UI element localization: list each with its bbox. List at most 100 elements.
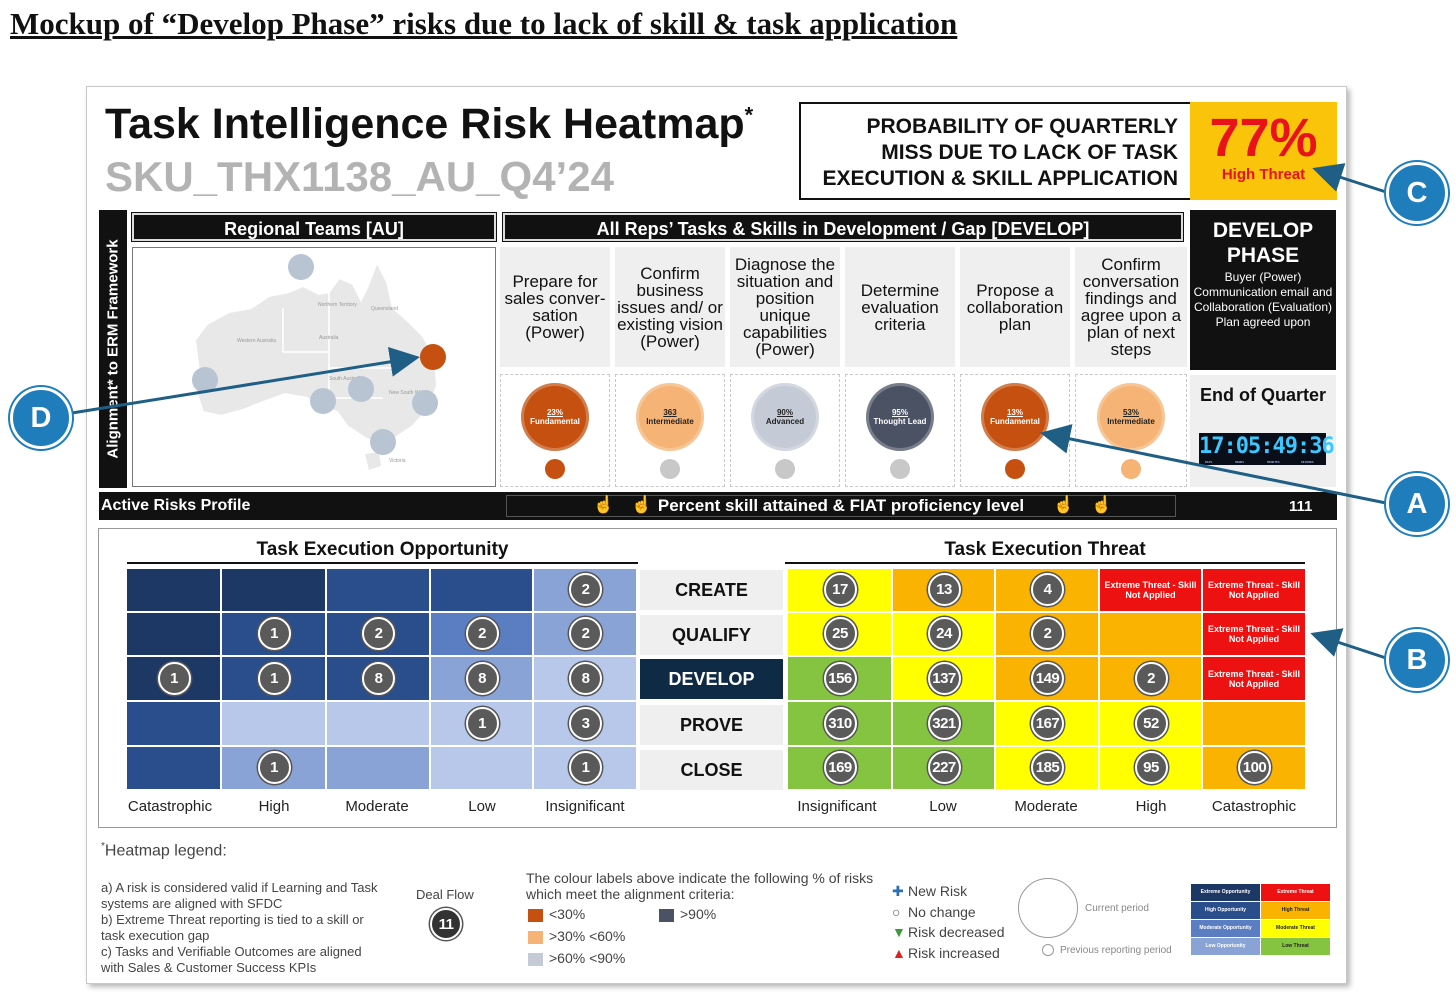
- threat-cell[interactable]: 185: [996, 747, 1098, 789]
- risk-count-bubble[interactable]: 1: [257, 661, 291, 695]
- phase-qualify[interactable]: QUALIFY: [640, 615, 783, 655]
- extreme-threat-cell[interactable]: Extreme Threat - Skill Not Applied: [1203, 569, 1305, 611]
- skill-gauge[interactable]: 90% Advanced: [730, 374, 840, 487]
- risk-count-bubble[interactable]: 137: [927, 661, 961, 695]
- threat-cell[interactable]: 321: [893, 702, 994, 745]
- threat-cell[interactable]: 167: [996, 702, 1098, 745]
- risk-count-bubble[interactable]: 1: [257, 751, 291, 784]
- risk-count-bubble[interactable]: 1: [257, 617, 291, 650]
- risk-count-bubble[interactable]: 2: [569, 573, 602, 606]
- skill-gauge[interactable]: 363 Intermediate: [615, 374, 725, 487]
- threat-cell[interactable]: 227: [893, 747, 994, 789]
- skill-gauge[interactable]: 53% Intermediate: [1075, 374, 1187, 487]
- risk-count-bubble[interactable]: 227: [927, 751, 961, 784]
- opportunity-cell[interactable]: [222, 569, 325, 611]
- phase-create[interactable]: CREATE: [640, 570, 783, 610]
- threat-cell[interactable]: 25: [788, 613, 891, 655]
- opportunity-cell[interactable]: [127, 747, 220, 789]
- risk-count-bubble[interactable]: 8: [465, 661, 499, 695]
- opportunity-cell[interactable]: [127, 702, 220, 745]
- risk-count-bubble[interactable]: 156: [823, 661, 857, 695]
- pointer-hand-icon[interactable]: ☝: [631, 495, 653, 514]
- risk-count-bubble[interactable]: 2: [362, 617, 395, 650]
- australia-map[interactable]: Northern Territory Queensland Australia …: [132, 247, 496, 487]
- threat-cell[interactable]: 100: [1203, 747, 1305, 789]
- extreme-threat-cell[interactable]: Extreme Threat - Skill Not Applied: [1203, 613, 1305, 655]
- opportunity-cell[interactable]: 2: [534, 613, 636, 655]
- risk-count-bubble[interactable]: 2: [569, 617, 602, 650]
- risk-count-bubble[interactable]: 17: [823, 573, 857, 606]
- skill-gauge[interactable]: 23% Fundamental: [500, 374, 610, 487]
- opportunity-cell[interactable]: [327, 702, 429, 745]
- opportunity-cell[interactable]: 1: [222, 657, 325, 700]
- risk-count-bubble[interactable]: 4: [1031, 573, 1064, 606]
- task-column-2[interactable]: Confirm business issues and/ or existing…: [615, 247, 725, 367]
- risk-count-bubble[interactable]: 8: [569, 661, 602, 695]
- opportunity-cell[interactable]: 8: [534, 657, 636, 700]
- risk-count-bubble[interactable]: 169: [823, 751, 857, 784]
- phase-develop[interactable]: DEVELOP: [640, 659, 783, 699]
- task-column-5[interactable]: Propose a collaboration plan: [960, 247, 1070, 367]
- risk-count-bubble[interactable]: 2: [1134, 661, 1168, 695]
- opportunity-cell[interactable]: 1: [127, 657, 220, 700]
- opportunity-cell[interactable]: [127, 569, 220, 611]
- opportunity-cell[interactable]: [222, 702, 325, 745]
- risk-count-bubble[interactable]: 1: [157, 661, 191, 695]
- task-column-6[interactable]: Confirm conversation findings and agree …: [1075, 247, 1187, 367]
- phase-close[interactable]: CLOSE: [640, 750, 783, 790]
- threat-cell[interactable]: 95: [1100, 747, 1201, 789]
- threat-cell[interactable]: [1100, 613, 1201, 655]
- extreme-threat-cell[interactable]: Extreme Threat - Skill Not Applied: [1203, 657, 1305, 700]
- threat-cell[interactable]: 310: [788, 702, 891, 745]
- threat-cell[interactable]: 137: [893, 657, 994, 700]
- threat-cell[interactable]: [1203, 702, 1305, 745]
- pointer-hand-icon[interactable]: ☝: [1053, 495, 1075, 514]
- risk-count-bubble[interactable]: 310: [823, 706, 857, 740]
- opportunity-cell[interactable]: [431, 747, 532, 789]
- opportunity-cell[interactable]: 2: [327, 613, 429, 655]
- risk-count-bubble[interactable]: 1: [569, 751, 602, 784]
- opportunity-cell[interactable]: 8: [431, 657, 532, 700]
- risk-count-bubble[interactable]: 24: [927, 617, 961, 650]
- risk-count-bubble[interactable]: 2: [1031, 617, 1064, 650]
- threat-cell[interactable]: 2: [996, 613, 1098, 655]
- risk-count-bubble[interactable]: 52: [1134, 706, 1168, 740]
- phase-prove[interactable]: PROVE: [640, 705, 783, 745]
- threat-cell[interactable]: 13: [893, 569, 994, 611]
- opportunity-cell[interactable]: 1: [534, 747, 636, 789]
- risk-count-bubble[interactable]: 321: [927, 706, 961, 740]
- extreme-threat-cell[interactable]: Extreme Threat - Skill Not Applied: [1100, 569, 1201, 611]
- threat-cell[interactable]: 156: [788, 657, 891, 700]
- threat-cell[interactable]: 169: [788, 747, 891, 789]
- skill-gauge[interactable]: 95% Thought Lead: [845, 374, 955, 487]
- risk-count-bubble[interactable]: 8: [362, 661, 395, 695]
- pointer-hand-icon[interactable]: ☝: [593, 495, 615, 514]
- risk-count-bubble[interactable]: 100: [1238, 751, 1271, 784]
- threat-cell[interactable]: 149: [996, 657, 1098, 700]
- task-column-4[interactable]: Determine evaluation criteria: [845, 247, 955, 367]
- risk-count-bubble[interactable]: 25: [823, 617, 857, 650]
- opportunity-cell[interactable]: [431, 569, 532, 611]
- threat-cell[interactable]: 52: [1100, 702, 1201, 745]
- opportunity-cell[interactable]: 1: [431, 702, 532, 745]
- task-column-3[interactable]: Diagnose the situation and position uniq…: [730, 247, 840, 367]
- opportunity-cell[interactable]: 2: [534, 569, 636, 611]
- risk-count-bubble[interactable]: 3: [569, 706, 602, 740]
- opportunity-cell[interactable]: 8: [327, 657, 429, 700]
- pointer-hand-icon[interactable]: ☝: [1091, 495, 1113, 514]
- task-column-1[interactable]: Prepare for sales conver- sation (Power): [500, 247, 610, 367]
- opportunity-cell[interactable]: [327, 747, 429, 789]
- opportunity-cell[interactable]: 1: [222, 613, 325, 655]
- threat-cell[interactable]: 2: [1100, 657, 1201, 700]
- threat-cell[interactable]: 17: [788, 569, 891, 611]
- opportunity-cell[interactable]: 1: [222, 747, 325, 789]
- opportunity-cell[interactable]: [327, 569, 429, 611]
- threat-cell[interactable]: 4: [996, 569, 1098, 611]
- risk-count-bubble[interactable]: 13: [927, 573, 961, 606]
- opportunity-cell[interactable]: [127, 613, 220, 655]
- opportunity-cell[interactable]: 3: [534, 702, 636, 745]
- risk-count-bubble[interactable]: 1: [465, 706, 499, 740]
- risk-count-bubble[interactable]: 2: [465, 617, 499, 650]
- risk-count-bubble[interactable]: 167: [1031, 706, 1064, 740]
- opportunity-cell[interactable]: 2: [431, 613, 532, 655]
